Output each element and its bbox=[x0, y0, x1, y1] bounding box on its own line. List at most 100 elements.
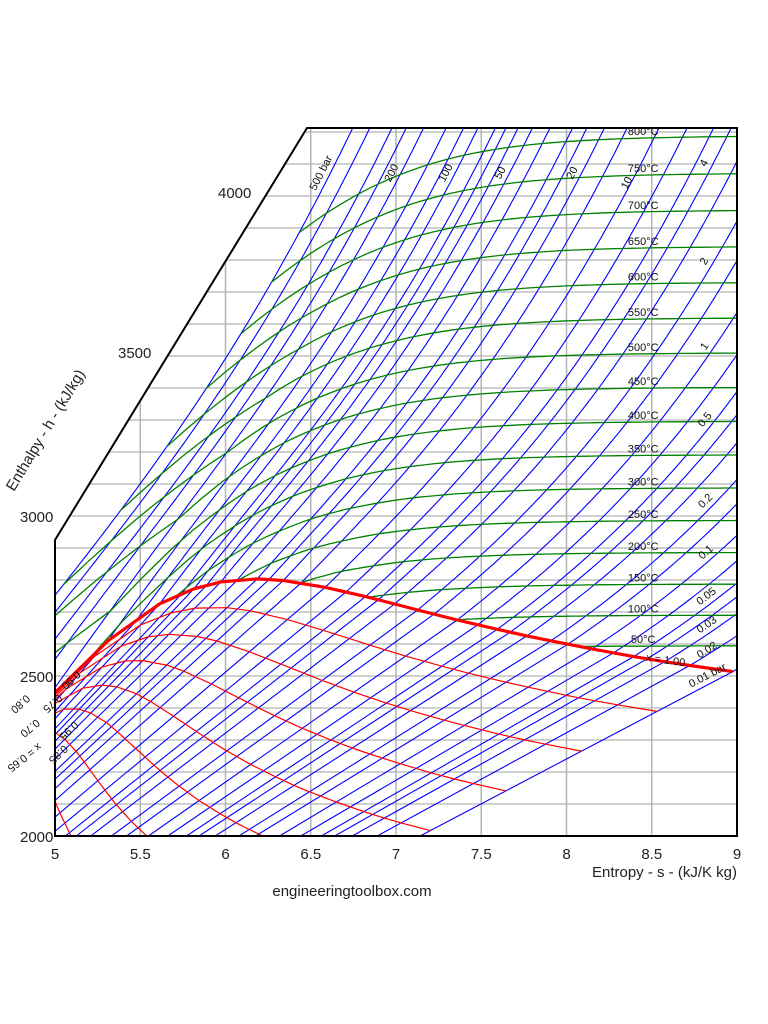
y-tick-label: 3500 bbox=[118, 345, 151, 362]
x-axis-title: Entropy - s - (kJ/K kg) bbox=[592, 864, 737, 881]
isotherm-label-group: 600°C bbox=[628, 272, 659, 284]
isotherm-label-group: 750°C bbox=[628, 163, 659, 175]
isobar-line bbox=[126, 260, 737, 836]
y-tick-label: 2000 bbox=[20, 829, 53, 846]
isobar-line bbox=[255, 503, 737, 836]
y-tick-label: 3000 bbox=[20, 509, 53, 526]
isobar-label: 0.1 bbox=[696, 543, 715, 562]
isotherm-label: 50°C bbox=[631, 634, 656, 646]
isotherm-label: 700°C bbox=[628, 200, 659, 212]
isobar-label: 100 bbox=[437, 162, 456, 184]
curves bbox=[55, 128, 737, 836]
isobar-line bbox=[55, 128, 533, 750]
isotherm-label: 450°C bbox=[628, 376, 659, 388]
isobar-label-group: 500 bar bbox=[308, 153, 336, 192]
isobar-line bbox=[215, 442, 737, 836]
quality-label: 0.80 bbox=[8, 692, 32, 715]
isotherm-label: 100°C bbox=[628, 603, 659, 615]
isobar-label-group: 20 bbox=[564, 165, 580, 181]
saturation-line bbox=[55, 577, 733, 694]
isobar-label-group: 10 bbox=[619, 175, 635, 191]
quality-label: 0.75 bbox=[40, 692, 64, 715]
x-tick-label: 9 bbox=[733, 846, 741, 863]
isobar-line bbox=[198, 414, 737, 836]
x-tick-label: 8 bbox=[562, 846, 570, 863]
isotherm-label-group: 150°C bbox=[628, 572, 659, 584]
curve-labels: 50°C 100°C 150°C 200°C 250°C 300°C 350°C 400°C 4… bbox=[5, 126, 729, 774]
isotherm-label-group: 50°C bbox=[631, 634, 656, 646]
y-tick-label: 2500 bbox=[20, 669, 53, 686]
isobar-label: 2 bbox=[698, 256, 711, 267]
isotherm-label: 400°C bbox=[628, 410, 659, 422]
isotherm-line bbox=[86, 454, 737, 663]
isobar-label: 50 bbox=[492, 165, 508, 181]
quality-line bbox=[55, 633, 582, 752]
isobar-line bbox=[376, 635, 737, 836]
quality-line bbox=[55, 684, 431, 832]
isobar-label-group: 100 bbox=[437, 162, 456, 184]
footer-source: engineeringtoolbox.com bbox=[272, 883, 431, 900]
isotherm-label-group: 300°C bbox=[628, 476, 659, 488]
isotherm-label: 300°C bbox=[628, 476, 659, 488]
isobar-label: 0.2 bbox=[696, 492, 715, 511]
isobar-line bbox=[55, 128, 660, 818]
isobar-line bbox=[64, 128, 714, 836]
quality-label: x = 0.65 bbox=[5, 740, 44, 773]
x-tick-label: 5 bbox=[51, 846, 59, 863]
x-tick-label: 7.5 bbox=[471, 846, 492, 863]
isotherm-label: 800°C bbox=[628, 126, 659, 138]
isotherm-label: 350°C bbox=[628, 443, 659, 455]
quality-line bbox=[55, 801, 72, 836]
isobar-label: 10 bbox=[619, 175, 635, 191]
isobar-line bbox=[55, 128, 465, 712]
isobar-label-group: 200 bbox=[382, 162, 401, 184]
isobar-line bbox=[148, 312, 737, 836]
isobar-label: 20 bbox=[564, 165, 580, 181]
quality-label-group: 0.80 bbox=[8, 692, 32, 715]
isobar-line bbox=[55, 128, 354, 596]
isobar-label-group: 2 bbox=[698, 256, 711, 267]
isotherm-label-group: 400°C bbox=[628, 410, 659, 422]
quality-line bbox=[55, 732, 148, 836]
isobar-label-group: 0.05 bbox=[694, 585, 718, 607]
isobar-line bbox=[321, 582, 737, 836]
isotherm-label-group: 650°C bbox=[628, 236, 659, 248]
isotherm-label: 600°C bbox=[628, 272, 659, 284]
isobar-line bbox=[334, 596, 737, 836]
isotherm-line bbox=[299, 551, 737, 584]
isobar-label: 0.03 bbox=[695, 614, 719, 636]
quality-line bbox=[55, 607, 658, 712]
isobar-line bbox=[55, 128, 573, 772]
isotherm-label-group: 100°C bbox=[628, 603, 659, 615]
isobar-line bbox=[90, 161, 737, 836]
isotherm-line bbox=[63, 352, 737, 586]
saturation-label: x = 1.00 bbox=[645, 652, 686, 669]
isotherm-label: 650°C bbox=[628, 236, 659, 248]
isobar-line bbox=[55, 128, 605, 790]
isobar-line bbox=[55, 128, 628, 801]
isotherm-line bbox=[55, 386, 737, 617]
isobar-label-group: 4 bbox=[698, 158, 711, 169]
x-tick-label: 7 bbox=[392, 846, 400, 863]
isotherm-line bbox=[205, 246, 737, 389]
x-tick-label: 6.5 bbox=[300, 846, 321, 863]
isobar-label-group: 0.1 bbox=[696, 543, 715, 562]
isobar-line bbox=[55, 128, 425, 689]
isobar-label: 0.5 bbox=[696, 410, 715, 429]
isotherm-line bbox=[368, 583, 737, 598]
isotherm-label-group: 350°C bbox=[628, 443, 659, 455]
x-tick-label: 8.5 bbox=[641, 846, 662, 863]
isotherm-label-group: 500°C bbox=[628, 342, 659, 354]
isobar-line bbox=[55, 128, 688, 832]
x-tick-label: 5.5 bbox=[130, 846, 151, 863]
plot-frame bbox=[54, 127, 738, 837]
isotherm-line bbox=[174, 487, 737, 598]
isobar-label-group: 0.5 bbox=[696, 410, 715, 429]
quality-label: 0.70 bbox=[18, 716, 42, 739]
isotherm-line bbox=[271, 173, 737, 283]
quality-line bbox=[55, 659, 507, 792]
isobar-line bbox=[167, 354, 737, 836]
isotherm-label-group: 250°C bbox=[628, 509, 659, 521]
isobar-line bbox=[300, 560, 737, 836]
isobar-label: 0.05 bbox=[694, 585, 718, 607]
